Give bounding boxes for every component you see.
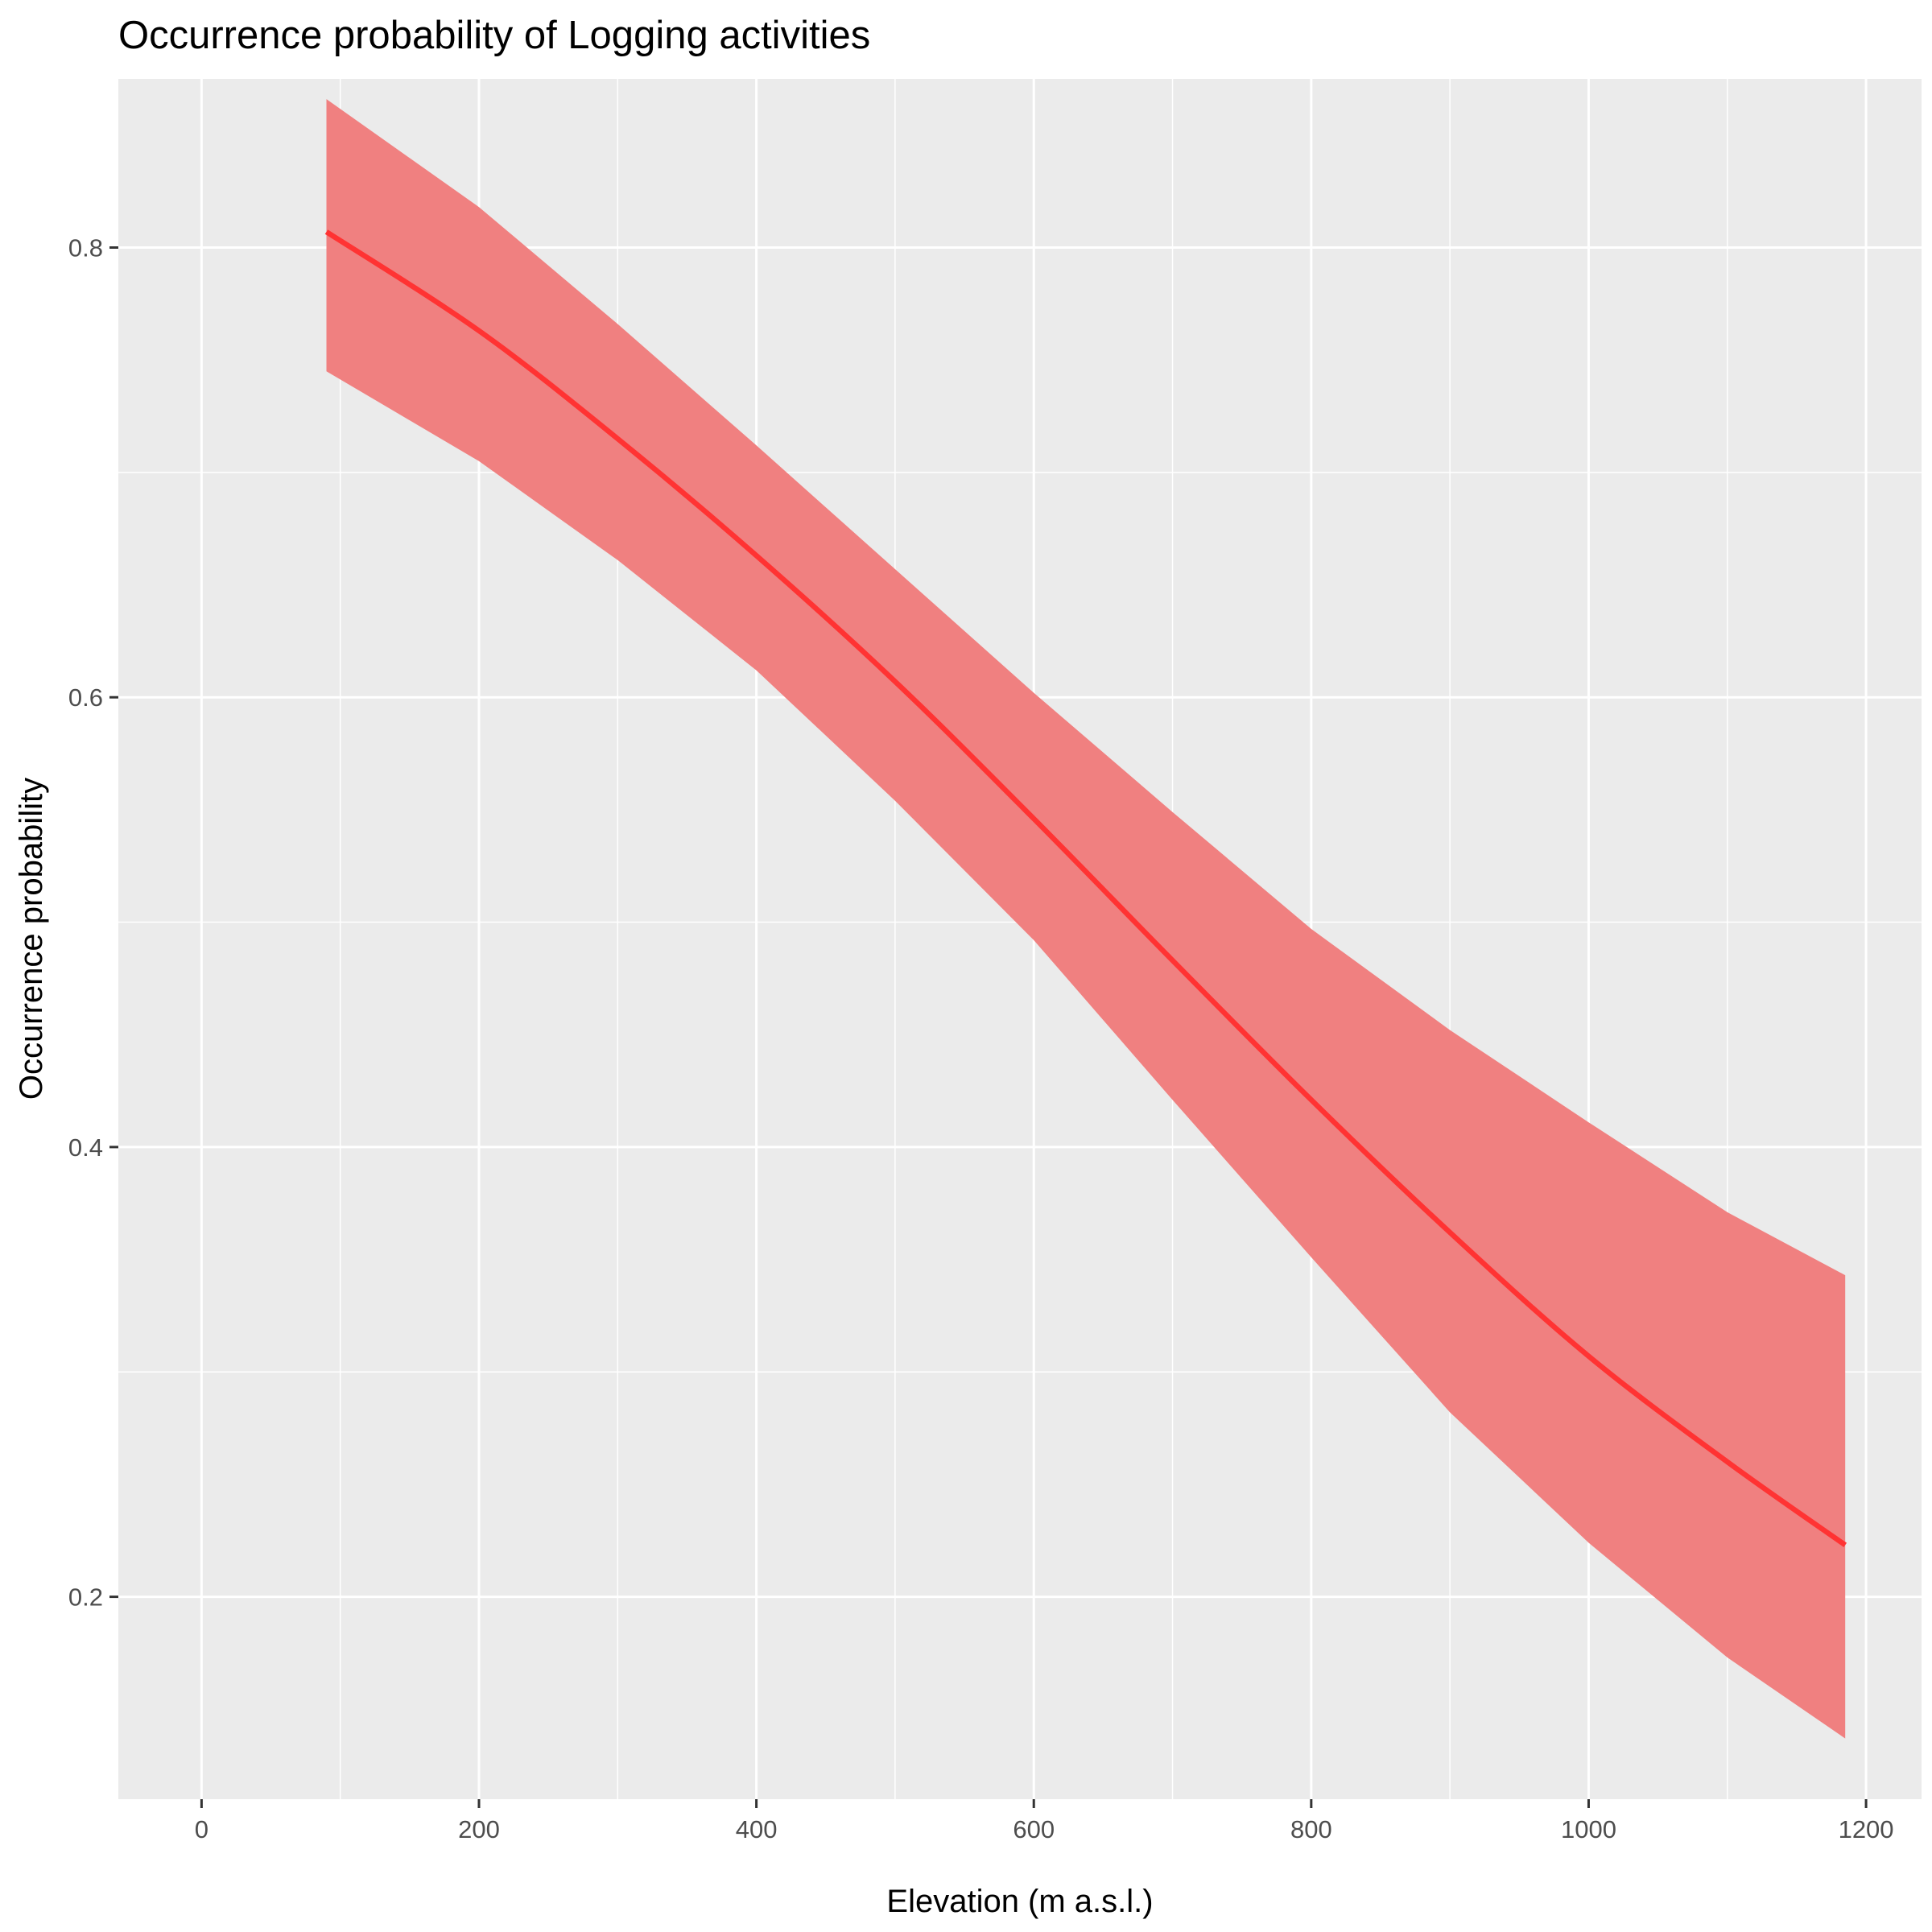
- y-tick-label: 0.2: [68, 1583, 103, 1612]
- y-axis-ticks: 0.2 0.4 0.6 0.8: [68, 234, 118, 1612]
- x-tick-label: 200: [458, 1815, 500, 1843]
- x-tick-label: 600: [1013, 1815, 1055, 1843]
- x-axis-ticks: 0 200 400 600 800 1000 1200: [195, 1799, 1894, 1843]
- x-tick-label: 1000: [1561, 1815, 1616, 1843]
- y-tick-label: 0.6: [68, 683, 103, 712]
- x-tick-label: 800: [1290, 1815, 1332, 1843]
- y-tick-label: 0.8: [68, 234, 103, 262]
- x-tick-label: 1200: [1839, 1815, 1894, 1843]
- y-tick-label: 0.4: [68, 1133, 103, 1162]
- y-axis-title: Occurrence probability: [14, 778, 49, 1100]
- probability-line-layer: [324, 229, 1847, 1547]
- probability-line: [324, 229, 1847, 1547]
- x-tick-label: 400: [736, 1815, 778, 1843]
- x-axis-title: Elevation (m a.s.l.): [886, 1884, 1153, 1919]
- chart-title: Occurrence probability of Logging activi…: [118, 14, 870, 57]
- x-tick-label: 0: [195, 1815, 208, 1843]
